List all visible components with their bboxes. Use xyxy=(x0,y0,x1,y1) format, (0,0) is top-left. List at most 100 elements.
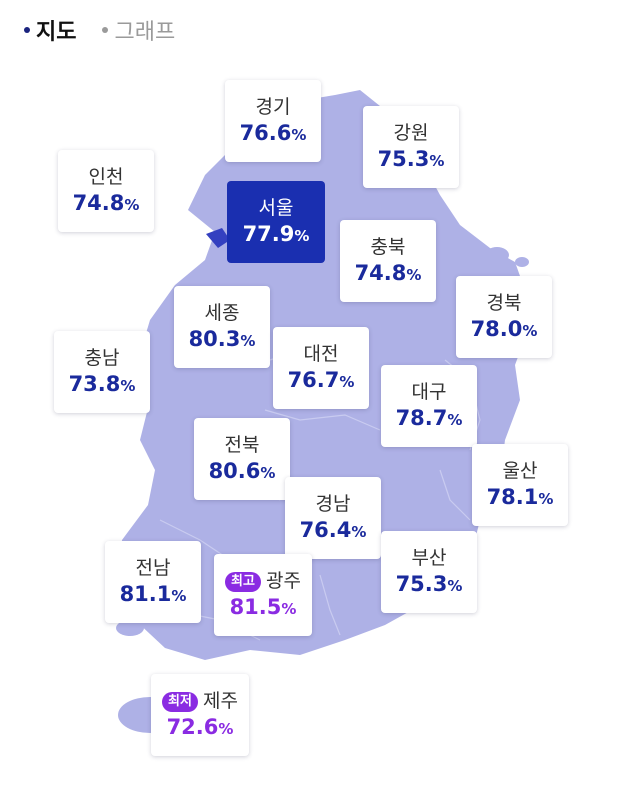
region-value: 78.1% xyxy=(487,484,554,510)
value-unit: % xyxy=(124,195,140,214)
region-name: 전북 xyxy=(224,434,260,456)
value-number: 80.6 xyxy=(208,458,261,483)
region-value: 74.8% xyxy=(73,190,140,216)
region-value: 76.7% xyxy=(288,367,355,393)
region-value: 73.8% xyxy=(69,371,136,397)
value-number: 73.8 xyxy=(68,371,121,396)
value-unit: % xyxy=(406,265,422,284)
region-value: 74.8% xyxy=(355,260,422,286)
value-number: 72.6 xyxy=(166,714,219,739)
highest-badge: 최고 xyxy=(225,572,261,592)
value-unit: % xyxy=(447,410,463,429)
region-name-row: 최고 광주 xyxy=(225,570,301,594)
value-unit: % xyxy=(339,372,355,391)
active-dot-icon xyxy=(24,27,30,33)
region-card-gyeongnam[interactable]: 경남 76.4% xyxy=(285,477,381,559)
value-number: 78.0 xyxy=(470,316,523,341)
region-value: 80.3% xyxy=(189,326,256,352)
value-unit: % xyxy=(538,489,554,508)
value-unit: % xyxy=(218,719,234,738)
border-line xyxy=(439,469,471,521)
region-value: 77.9% xyxy=(243,221,310,247)
region-card-gwangju[interactable]: 최고 광주 81.5% xyxy=(214,554,312,636)
region-card-gyeonggi[interactable]: 경기 76.6% xyxy=(225,80,321,162)
region-name: 전남 xyxy=(135,557,171,579)
value-unit: % xyxy=(281,599,297,618)
view-tabs: 지도 그래프 xyxy=(24,14,175,46)
region-card-incheon[interactable]: 인천 74.8% xyxy=(58,150,154,232)
border-line xyxy=(159,519,231,561)
region-name: 경기 xyxy=(255,96,291,118)
region-name: 경북 xyxy=(486,292,522,314)
region-card-chungnam[interactable]: 충남 73.8% xyxy=(54,331,150,413)
value-number: 78.1 xyxy=(486,484,539,509)
value-unit: % xyxy=(240,331,256,350)
region-card-ulsan[interactable]: 울산 78.1% xyxy=(472,444,568,526)
region-name: 인천 xyxy=(88,166,124,188)
region-name: 서울 xyxy=(258,197,294,219)
region-card-jeonnam[interactable]: 전남 81.1% xyxy=(105,541,201,623)
region-name: 경남 xyxy=(315,493,351,515)
region-name: 광주 xyxy=(265,570,301,592)
value-number: 76.6 xyxy=(239,120,292,145)
region-name: 강원 xyxy=(393,122,429,144)
value-number: 75.3 xyxy=(395,571,448,596)
region-value: 81.1% xyxy=(120,581,187,607)
region-card-daegu[interactable]: 대구 78.7% xyxy=(381,365,477,447)
region-card-gangwon[interactable]: 강원 75.3% xyxy=(363,106,459,188)
region-card-daejeon[interactable]: 대전 76.7% xyxy=(273,327,369,409)
value-unit: % xyxy=(522,321,538,340)
region-name: 충북 xyxy=(370,236,406,258)
island-east-small xyxy=(515,257,529,267)
value-unit: % xyxy=(351,522,367,541)
value-number: 81.5 xyxy=(229,594,282,619)
island-sw xyxy=(116,620,144,636)
value-unit: % xyxy=(260,463,276,482)
value-number: 75.3 xyxy=(377,146,430,171)
region-value: 75.3% xyxy=(378,146,445,172)
value-number: 80.3 xyxy=(188,326,241,351)
value-number: 74.8 xyxy=(72,190,125,215)
region-value: 75.3% xyxy=(396,571,463,597)
value-number: 77.9 xyxy=(242,221,295,246)
region-name: 대구 xyxy=(411,381,447,403)
value-number: 76.7 xyxy=(287,367,340,392)
inactive-dot-icon xyxy=(102,27,109,33)
value-number: 74.8 xyxy=(354,260,407,285)
value-unit: % xyxy=(171,586,187,605)
region-card-seoul[interactable]: 서울 77.9% xyxy=(227,181,325,263)
region-name: 세종 xyxy=(204,302,240,324)
value-unit: % xyxy=(294,226,310,245)
region-name-row: 최저 제주 xyxy=(162,690,238,714)
region-card-jeonbuk[interactable]: 전북 80.6% xyxy=(194,418,290,500)
value-number: 76.4 xyxy=(299,517,352,542)
region-value: 78.7% xyxy=(396,405,463,431)
region-value: 72.6% xyxy=(167,714,234,740)
value-unit: % xyxy=(120,376,136,395)
region-value: 81.5% xyxy=(230,594,297,620)
tab-graph[interactable]: 그래프 xyxy=(102,14,175,46)
island-east xyxy=(485,247,509,263)
region-card-busan[interactable]: 부산 75.3% xyxy=(381,531,477,613)
tab-graph-label: 그래프 xyxy=(114,20,176,45)
region-card-jeju[interactable]: 최저 제주 72.6% xyxy=(151,674,249,756)
value-unit: % xyxy=(447,576,463,595)
region-name: 대전 xyxy=(303,343,339,365)
region-card-sejong[interactable]: 세종 80.3% xyxy=(174,286,270,368)
value-number: 78.7 xyxy=(395,405,448,430)
region-name: 울산 xyxy=(502,460,538,482)
value-number: 81.1 xyxy=(119,581,172,606)
region-value: 76.4% xyxy=(300,517,367,543)
region-card-chungbuk[interactable]: 충북 74.8% xyxy=(340,220,436,302)
region-name: 부산 xyxy=(411,547,447,569)
lowest-badge: 최저 xyxy=(162,692,198,712)
seoul-highlight xyxy=(206,228,230,248)
region-value: 76.6% xyxy=(240,120,307,146)
region-value: 80.6% xyxy=(209,458,276,484)
tab-map[interactable]: 지도 xyxy=(24,14,76,46)
value-unit: % xyxy=(291,125,307,144)
value-unit: % xyxy=(429,151,445,170)
region-card-gyeongbuk[interactable]: 경북 78.0% xyxy=(456,276,552,358)
region-name: 충남 xyxy=(84,347,120,369)
region-name: 제주 xyxy=(202,690,238,712)
